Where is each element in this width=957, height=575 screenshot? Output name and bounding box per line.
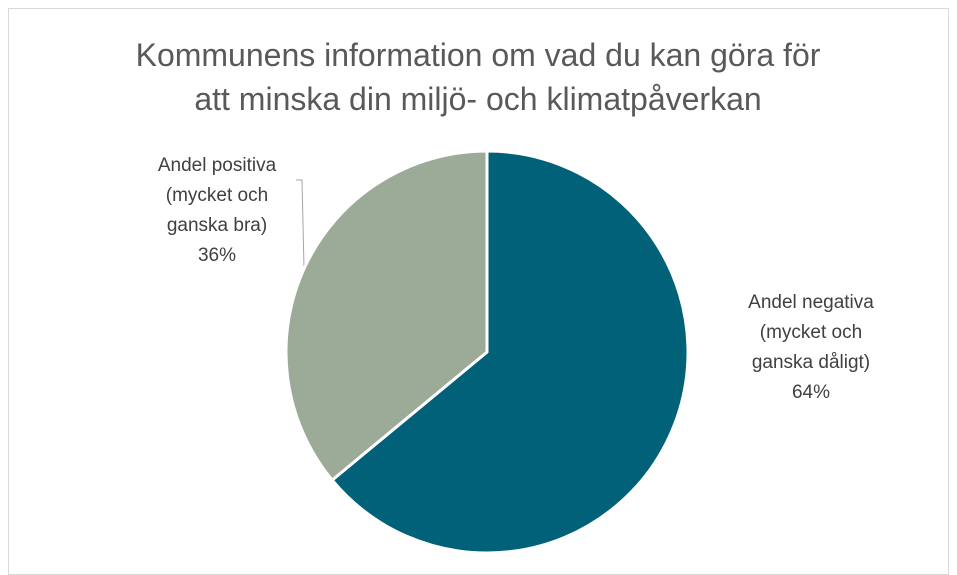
- leader-line: [296, 179, 305, 269]
- slice-value-label: 64%: [792, 382, 830, 403]
- pie-slice: [284, 149, 489, 482]
- slice-label: Andel positiva (mycket och ganska bra): [158, 155, 277, 236]
- slice-label: Andel negativa (mycket och ganska dåligt): [748, 292, 874, 373]
- chart-title: Kommunens information om vad du kan göra…: [136, 37, 821, 117]
- slice-value-label: 36%: [198, 245, 236, 266]
- pie-slice: [330, 149, 690, 555]
